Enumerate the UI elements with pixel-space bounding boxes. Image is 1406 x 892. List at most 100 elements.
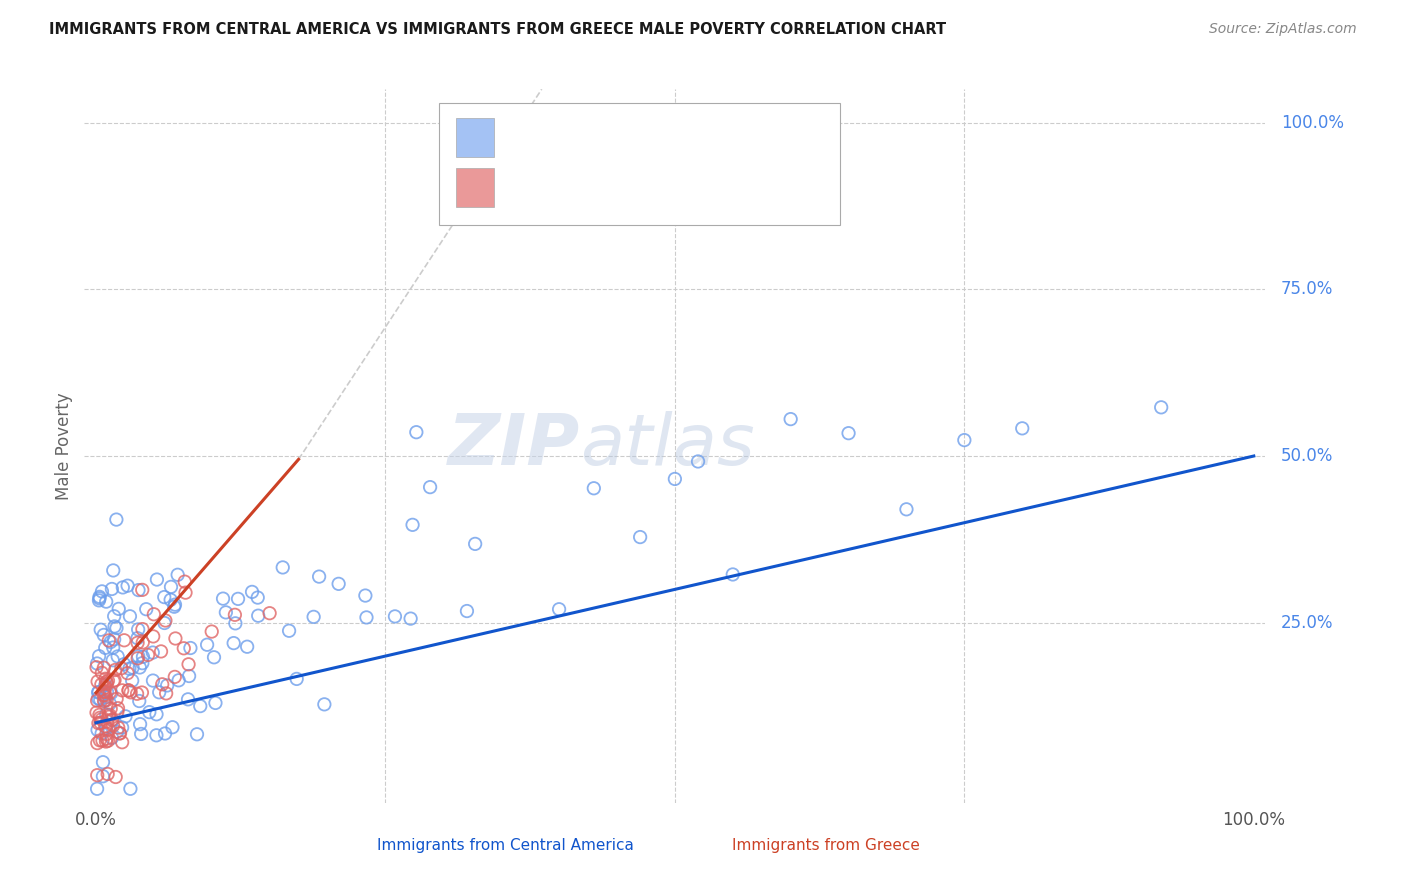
Point [96, 685, 118, 699]
Point [464, 537, 486, 551]
Point [96, 693, 118, 707]
Point [107, 701, 129, 715]
Point [1011, 421, 1033, 435]
Point [103, 673, 125, 687]
Point [419, 480, 441, 494]
Point [90, 726, 112, 740]
Point [101, 653, 124, 667]
Text: N = 127: N = 127 [664, 120, 737, 137]
Text: Immigrants from Central America: Immigrants from Central America [377, 838, 634, 853]
Point [354, 589, 377, 603]
Point [160, 580, 183, 594]
Point [101, 713, 124, 727]
Point [86, 706, 108, 720]
Point [93, 661, 115, 675]
Point [103, 563, 125, 577]
Point [201, 624, 224, 639]
Point [145, 728, 167, 742]
Point [94, 672, 117, 686]
Point [105, 512, 128, 526]
Point [308, 569, 330, 583]
Point [222, 636, 245, 650]
Point [129, 717, 152, 731]
Point [215, 606, 238, 620]
Point [156, 678, 179, 692]
Point [112, 657, 135, 672]
Point [173, 574, 195, 589]
Point [94, 680, 117, 694]
Point [97, 673, 120, 688]
Point [103, 632, 125, 647]
Text: 25.0%: 25.0% [1281, 614, 1333, 632]
Point [212, 591, 235, 606]
Point [838, 426, 860, 441]
Point [150, 644, 173, 658]
Point [93, 687, 115, 701]
Text: 75.0%: 75.0% [1281, 280, 1333, 298]
Point [87, 593, 110, 607]
Point [107, 649, 129, 664]
Point [86, 723, 108, 737]
Text: Immigrants from Greece: Immigrants from Greece [731, 838, 920, 853]
Point [107, 721, 129, 735]
Point [89, 707, 111, 722]
Point [686, 454, 709, 468]
Text: atlas: atlas [581, 411, 755, 481]
Bar [457, 118, 494, 157]
Point [96, 594, 118, 608]
Point [94, 640, 117, 655]
Point [202, 650, 225, 665]
Point [132, 649, 155, 664]
Point [90, 665, 112, 680]
Point [96, 707, 118, 722]
Text: 50.0%: 50.0% [1281, 447, 1333, 465]
Point [132, 635, 155, 649]
Point [177, 657, 200, 672]
Point [90, 712, 112, 726]
Point [114, 709, 136, 723]
Point [118, 662, 141, 676]
Point [548, 602, 571, 616]
Point [91, 584, 114, 599]
Point [108, 726, 131, 740]
Point [107, 705, 129, 719]
Point [86, 657, 108, 671]
Point [100, 701, 122, 715]
Point [93, 688, 115, 702]
Point [97, 733, 120, 747]
Point [117, 683, 139, 698]
Point [105, 691, 128, 706]
Point [138, 705, 160, 719]
Point [153, 590, 176, 604]
Point [90, 677, 112, 691]
Point [159, 592, 181, 607]
Point [129, 727, 152, 741]
Point [278, 624, 301, 638]
Point [356, 610, 378, 624]
Point [86, 768, 108, 782]
Point [177, 669, 200, 683]
Point [87, 716, 110, 731]
Point [127, 631, 149, 645]
Point [87, 691, 110, 706]
Point [101, 731, 124, 745]
Point [153, 726, 176, 740]
Point [145, 707, 167, 722]
Point [118, 609, 141, 624]
Point [166, 567, 188, 582]
Point [146, 573, 169, 587]
Point [104, 663, 127, 677]
Point [105, 724, 128, 739]
Point [108, 726, 131, 740]
Point [246, 591, 269, 605]
Point [117, 579, 139, 593]
Point [128, 694, 150, 708]
Point [582, 481, 605, 495]
Point [89, 692, 111, 706]
Point [97, 710, 120, 724]
Point [163, 670, 186, 684]
Point [125, 687, 148, 701]
Point [89, 590, 111, 604]
Point [96, 676, 118, 690]
Point [94, 734, 117, 748]
